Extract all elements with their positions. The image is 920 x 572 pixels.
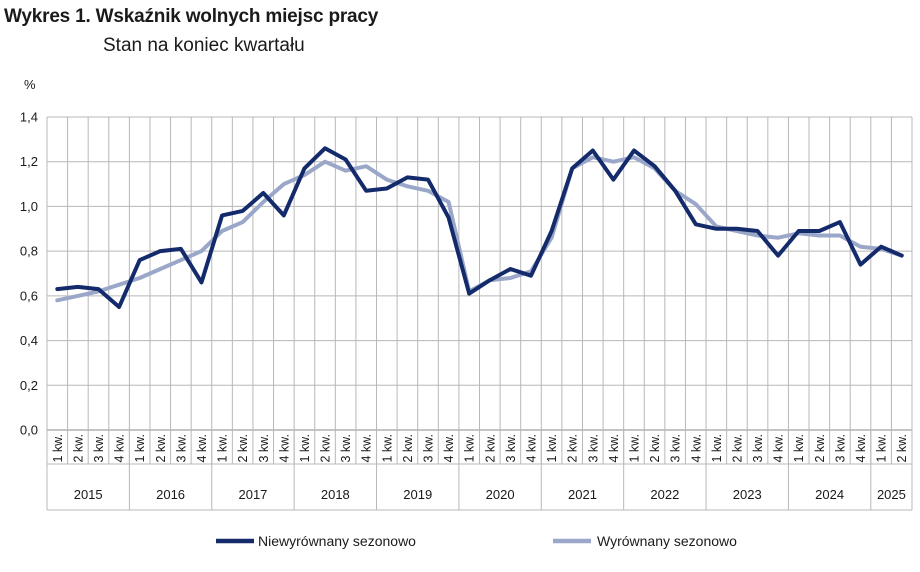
year-label: 2017 [238,487,267,502]
quarter-label: 3 kw. [833,434,847,463]
y-axis-ticks: 0,0 0,2 0,4 0,6 0,8 1,0 1,2 1,4 [20,110,38,438]
quarter-label: 4 kw. [524,434,538,463]
y-tick-label: 1,4 [20,110,38,125]
year-label: 2023 [733,487,762,502]
quarter-label: 1 kw. [545,434,559,463]
quarter-label: 3 kw. [504,434,518,463]
year-label: 2021 [568,487,597,502]
quarter-label: 4 kw. [442,434,456,463]
quarter-label: 4 kw. [113,434,127,463]
year-label: 2016 [156,487,185,502]
quarter-label: 3 kw. [92,434,106,463]
legend: Niewyrównany sezonowo Wyrównany sezonowo [216,533,737,549]
quarter-label: 1 kw. [380,434,394,463]
quarter-label: 2 kw. [895,434,909,463]
chart-title: Wykres 1. Wskaźnik wolnych miejsc pracy [4,6,379,27]
y-tick-label: 0,2 [20,378,38,393]
quarter-label: 3 kw. [422,434,436,463]
y-tick-label: 0,0 [20,423,38,438]
quarter-label: 3 kw. [174,434,188,463]
quarter-label: 2 kw. [813,434,827,463]
year-label: 2025 [877,487,906,502]
quarter-label: 2 kw. [236,434,250,463]
quarter-label: 4 kw. [607,434,621,463]
year-label: 2024 [815,487,844,502]
quarter-label: 2 kw. [483,434,497,463]
quarter-label: 2 kw. [730,434,744,463]
quarter-label: 1 kw. [627,434,641,463]
year-label: 2022 [650,487,679,502]
quarter-label: 1 kw. [298,434,312,463]
y-tick-label: 0,8 [20,244,38,259]
legend-label: Niewyrównany sezonowo [258,533,416,549]
quarter-label: 1 kw. [710,434,724,463]
quarter-label: 1 kw. [51,434,65,463]
quarter-label: 4 kw. [195,434,209,463]
quarter-label: 1 kw. [216,434,230,463]
year-label: 2019 [403,487,432,502]
gridlines [46,116,913,511]
quarter-label: 3 kw. [257,434,271,463]
y-axis-label: % [24,77,36,92]
quarter-label: 3 kw. [751,434,765,463]
series-line-niewyrownany [55,146,904,309]
quarter-label: 3 kw. [586,434,600,463]
quarter-label: 1 kw. [463,434,477,463]
chart-subtitle: Stan na koniec kwartału [103,35,305,56]
series-lines [55,146,904,309]
quarter-label: 3 kw. [669,434,683,463]
quarter-label: 1 kw. [133,434,147,463]
quarter-label: 2 kw. [401,434,415,463]
y-tick-label: 0,6 [20,288,38,303]
x-axis-labels: 1 kw. 2 kw. 3 kw. 4 kw. 1 kw. 2 kw. 3 kw. 4 kw.… [51,434,909,502]
quarter-label: 4 kw. [277,434,291,463]
y-tick-label: 1,2 [20,154,38,169]
quarter-label: 1 kw. [792,434,806,463]
legend-label: Wyrównany sezonowo [597,533,737,549]
quarter-label: 2 kw. [154,434,168,463]
quarter-label: 4 kw. [360,434,374,463]
quarter-label: 4 kw. [854,434,868,463]
quarter-label: 1 kw. [875,434,889,463]
quarter-label: 2 kw. [566,434,580,463]
year-label: 2020 [486,487,515,502]
quarter-label: 3 kw. [339,434,353,463]
y-tick-label: 1,0 [20,199,38,214]
quarter-label: 2 kw. [648,434,662,463]
quarter-label: 4 kw. [689,434,703,463]
quarter-label: 2 kw. [71,434,85,463]
year-label: 2015 [74,487,103,502]
year-label: 2018 [321,487,350,502]
y-tick-label: 0,4 [20,333,38,348]
quarter-label: 2 kw. [319,434,333,463]
quarter-label: 4 kw. [772,434,786,463]
